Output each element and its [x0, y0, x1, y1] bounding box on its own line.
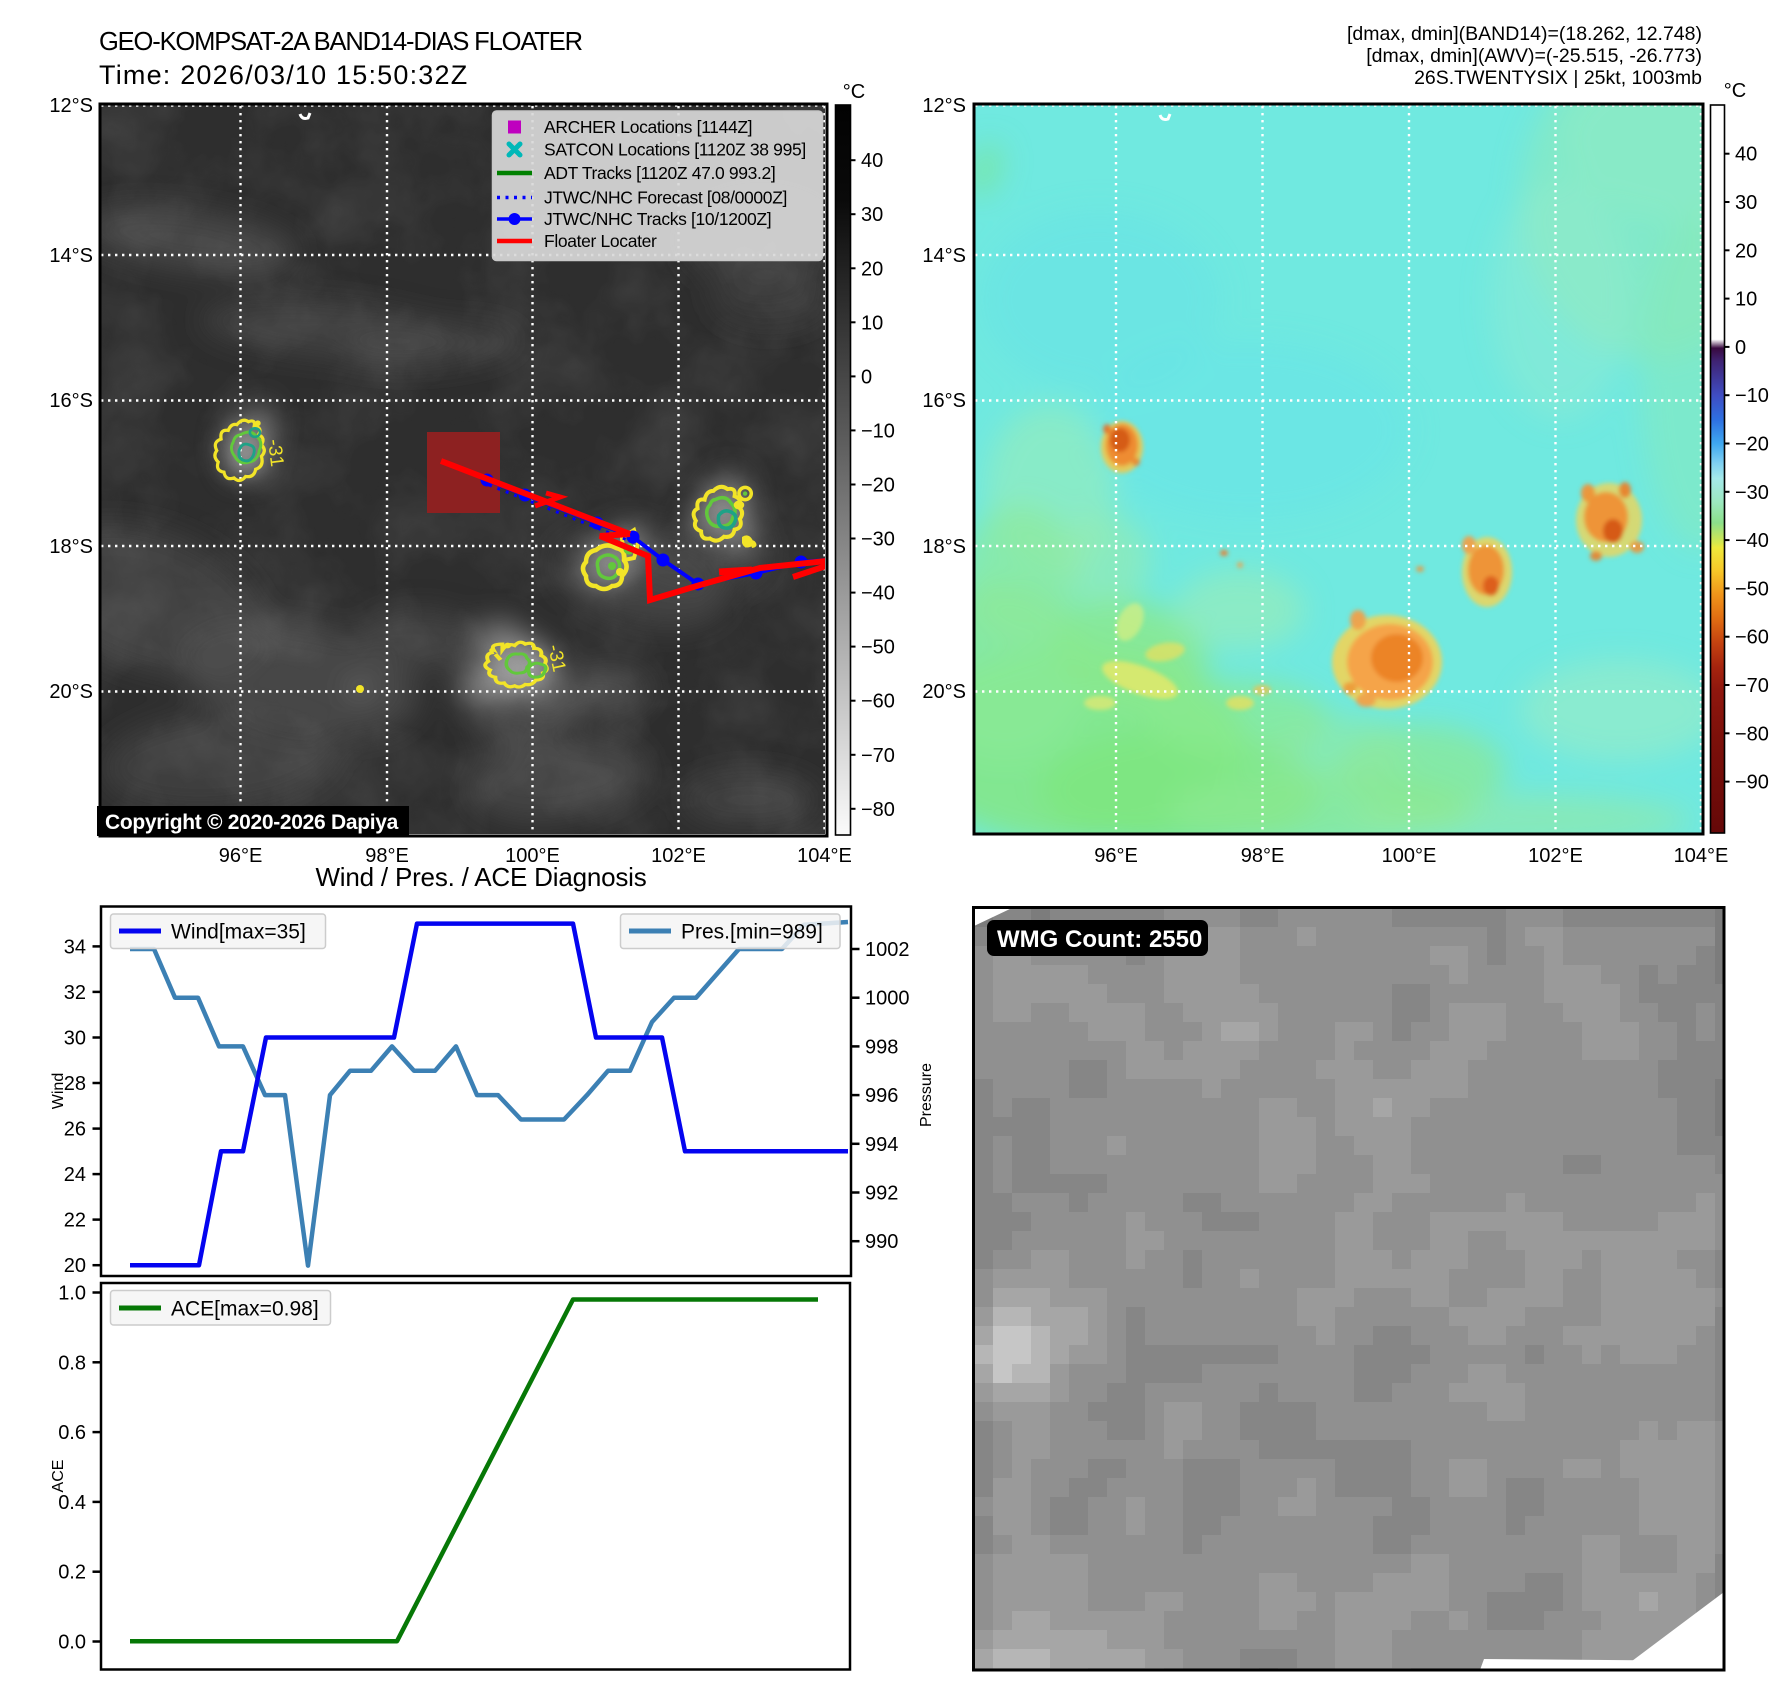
svg-text:12°S: 12°S	[922, 95, 966, 117]
svg-text:0.0: 0.0	[58, 1632, 86, 1654]
svg-text:−30: −30	[861, 529, 895, 551]
svg-text:0: 0	[1735, 337, 1746, 359]
svg-text:14°S: 14°S	[922, 245, 966, 267]
svg-text:994: 994	[865, 1134, 898, 1156]
svg-text:24: 24	[64, 1164, 86, 1186]
svg-text:Pres.[min=989]: Pres.[min=989]	[681, 921, 823, 944]
svg-text:30: 30	[1735, 192, 1757, 214]
svg-text:996: 996	[865, 1085, 898, 1107]
svg-text:96°E: 96°E	[219, 845, 263, 867]
svg-text:10: 10	[861, 312, 883, 334]
svg-text:20: 20	[64, 1255, 86, 1277]
svg-text:0.2: 0.2	[58, 1562, 86, 1584]
svg-text:18°S: 18°S	[922, 536, 966, 558]
svg-text:−80: −80	[861, 799, 895, 821]
svg-text:°C: °C	[843, 81, 865, 103]
svg-text:0.8: 0.8	[58, 1352, 86, 1374]
svg-text:16°S: 16°S	[922, 390, 966, 412]
svg-text:1.0: 1.0	[58, 1283, 86, 1305]
svg-text:Wind[max=35]: Wind[max=35]	[171, 921, 306, 944]
svg-text:16°S: 16°S	[49, 390, 93, 412]
svg-text:20: 20	[861, 258, 883, 280]
svg-text:−10: −10	[861, 420, 895, 442]
svg-text:-31: -31	[263, 438, 287, 468]
svg-text:20°S: 20°S	[922, 681, 966, 703]
svg-text:−40: −40	[1735, 530, 1769, 552]
svg-text:Time: 2026/03/10 15:50:32Z: Time: 2026/03/10 15:50:32Z	[99, 60, 468, 90]
svg-text:Wind / Pres. / ACE Diagnosis: Wind / Pres. / ACE Diagnosis	[315, 862, 646, 892]
svg-text:30: 30	[64, 1028, 86, 1050]
svg-text:Pressure: Pressure	[918, 1063, 935, 1127]
svg-text:20: 20	[1735, 240, 1757, 262]
svg-text:Wind: Wind	[50, 1073, 67, 1109]
svg-text:998: 998	[865, 1036, 898, 1058]
svg-text:102°E: 102°E	[1528, 845, 1583, 867]
svg-text:[dmax, dmin](AWV)=(-25.515, -2: [dmax, dmin](AWV)=(-25.515, -26.773)	[1366, 45, 1702, 67]
svg-text:98°E: 98°E	[1241, 845, 1285, 867]
svg-text:−10: −10	[1735, 385, 1769, 407]
svg-text:40: 40	[1735, 144, 1757, 166]
svg-text:22: 22	[64, 1210, 86, 1232]
svg-text:JTWC/NHC Tracks [10/1200Z]: JTWC/NHC Tracks [10/1200Z]	[544, 209, 771, 229]
svg-text:102°E: 102°E	[651, 845, 706, 867]
svg-text:12°S: 12°S	[49, 95, 93, 117]
svg-text:992: 992	[865, 1183, 898, 1205]
svg-text:JTWC/NHC Forecast [08/0000Z]: JTWC/NHC Forecast [08/0000Z]	[544, 188, 787, 208]
svg-text:32: 32	[64, 982, 86, 1004]
svg-text:0.4: 0.4	[58, 1492, 86, 1514]
svg-text:10: 10	[1735, 289, 1757, 311]
svg-text:30: 30	[861, 204, 883, 226]
svg-text:14°S: 14°S	[49, 245, 93, 267]
svg-text:−60: −60	[1735, 627, 1769, 649]
svg-text:−70: −70	[1735, 675, 1769, 697]
svg-text:26S.TWENTYSIX | 25kt, 1003mb: 26S.TWENTYSIX | 25kt, 1003mb	[1414, 67, 1702, 89]
svg-text:ACE: ACE	[50, 1460, 67, 1493]
svg-text:18°S: 18°S	[49, 536, 93, 558]
svg-text:104°E: 104°E	[797, 845, 852, 867]
svg-text:WMG Count: 2550: WMG Count: 2550	[997, 926, 1202, 953]
svg-text:34: 34	[64, 936, 86, 958]
svg-text:−50: −50	[1735, 578, 1769, 600]
svg-text:1002: 1002	[865, 939, 910, 961]
svg-text:−80: −80	[1735, 723, 1769, 745]
svg-text:−20: −20	[1735, 434, 1769, 456]
svg-text:0: 0	[861, 366, 872, 388]
svg-text:−50: −50	[861, 637, 895, 659]
svg-text:ADT Tracks [1120Z 47.0 993.2]: ADT Tracks [1120Z 47.0 993.2]	[544, 163, 775, 183]
svg-text:−20: −20	[861, 475, 895, 497]
svg-text:−70: −70	[861, 745, 895, 767]
svg-text:96°E: 96°E	[1094, 845, 1138, 867]
svg-text:[dmax, dmin](BAND14)=(18.262,: [dmax, dmin](BAND14)=(18.262, 12.748)	[1347, 23, 1702, 45]
svg-text:0.6: 0.6	[58, 1422, 86, 1444]
svg-text:−30: −30	[1735, 482, 1769, 504]
svg-text:1000: 1000	[865, 988, 910, 1010]
svg-text:Floater Locater: Floater Locater	[544, 231, 657, 251]
svg-text:98°E: 98°E	[365, 845, 409, 867]
svg-text:−40: −40	[861, 583, 895, 605]
svg-text:100°E: 100°E	[505, 845, 560, 867]
svg-text:°C: °C	[1724, 80, 1746, 102]
svg-text:990: 990	[865, 1231, 898, 1253]
svg-text:26: 26	[64, 1119, 86, 1141]
svg-text:100°E: 100°E	[1382, 845, 1437, 867]
svg-text:ARCHER Locations [1144Z]: ARCHER Locations [1144Z]	[544, 117, 752, 137]
svg-text:40: 40	[861, 150, 883, 172]
svg-text:104°E: 104°E	[1674, 845, 1729, 867]
svg-text:−90: −90	[1735, 772, 1769, 794]
svg-text:Copyright © 2020-2026 Dapiya: Copyright © 2020-2026 Dapiya	[105, 811, 399, 834]
svg-text:−60: −60	[861, 691, 895, 713]
svg-text:28: 28	[64, 1073, 86, 1095]
svg-text:SATCON Locations [1120Z 38 995: SATCON Locations [1120Z 38 995]	[544, 140, 806, 160]
svg-text:GEO-KOMPSAT-2A BAND14-DIAS FLO: GEO-KOMPSAT-2A BAND14-DIAS FLOATER	[99, 28, 583, 56]
svg-text:ACE[max=0.98]: ACE[max=0.98]	[171, 1298, 319, 1321]
svg-text:20°S: 20°S	[49, 681, 93, 703]
